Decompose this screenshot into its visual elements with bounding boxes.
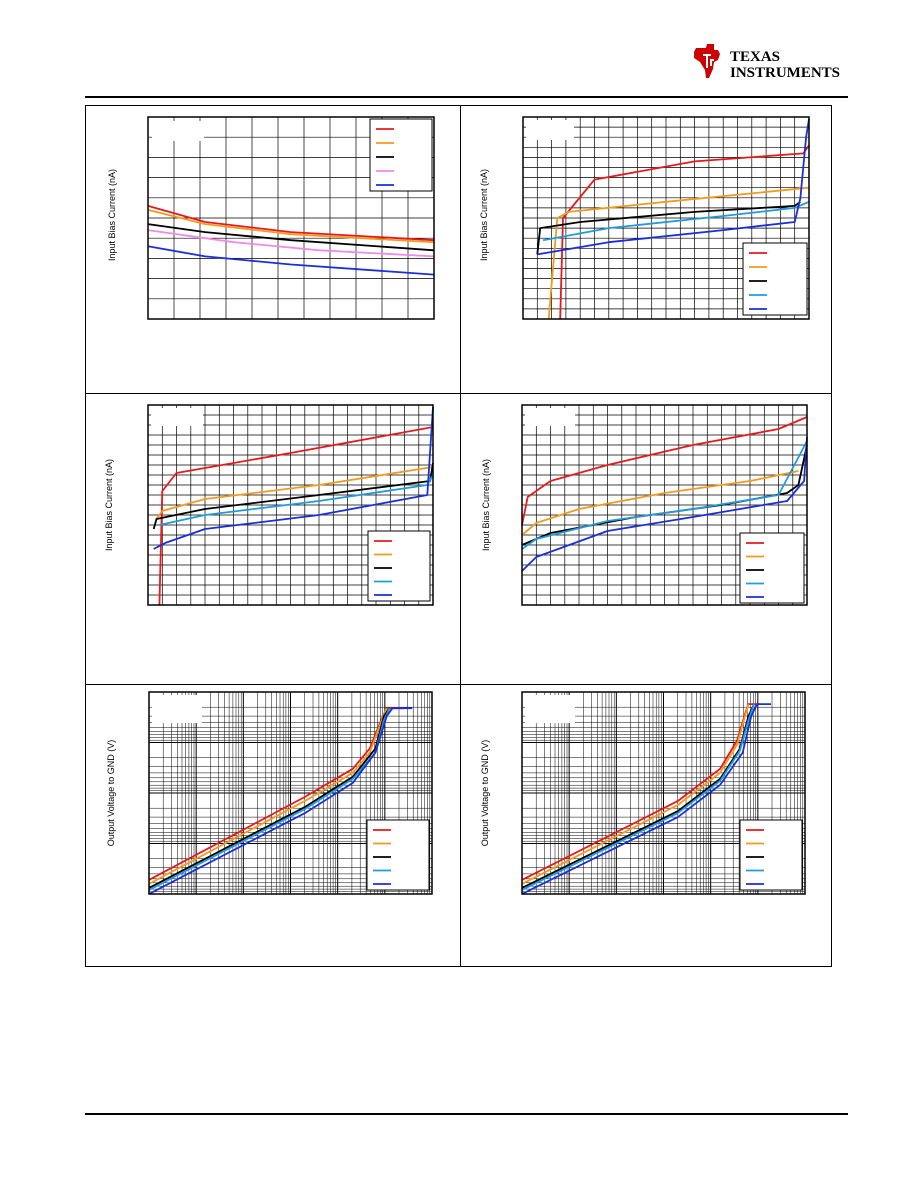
header-rule [85, 96, 848, 98]
series-line-lightblue [521, 440, 808, 550]
chart-grid [522, 405, 807, 605]
brand-name-line2: INSTRUMENTS [730, 65, 840, 81]
chart-1 [147, 116, 435, 320]
condition-box [526, 120, 574, 140]
chart2-ylabel: Input Bias Current (nA) [479, 168, 489, 262]
grid-divider-row1 [86, 393, 831, 394]
chart-legend [369, 118, 433, 192]
chart1-ylabel: Input Bias Current (nA) [107, 168, 117, 262]
condition-box [151, 408, 203, 426]
series-line-black [147, 223, 435, 252]
chart-legend [739, 532, 805, 604]
series-line-blue [537, 118, 810, 256]
series-line-blue [147, 245, 435, 276]
chart-2 [522, 116, 810, 320]
plot-border [521, 404, 808, 606]
condition-box [152, 695, 202, 723]
plot-border [147, 404, 434, 606]
series-line-red [521, 416, 808, 526]
series-line-red [158, 426, 434, 606]
series-line-blue [148, 707, 413, 895]
series-line-blue [521, 436, 808, 572]
plot-border [521, 691, 806, 895]
series-line-lightblue [521, 703, 755, 891]
footer-rule [85, 1113, 848, 1115]
series-line-black [521, 703, 755, 889]
chart-6 [521, 691, 806, 895]
chart-legend [366, 819, 430, 891]
plot-border [148, 691, 433, 895]
plot-border [522, 116, 810, 320]
series-line-red [147, 205, 435, 242]
condition-box [525, 695, 575, 723]
series-line-orange [521, 703, 750, 885]
series-line-lightblue [542, 200, 810, 242]
chart-4 [521, 404, 808, 606]
series-line-orange [155, 466, 434, 520]
chart4-ylabel: Input Bias Current (nA) [481, 458, 491, 552]
series-line-lightblue [148, 707, 391, 891]
ti-logo: TEXAS INSTRUMENTS [694, 44, 840, 81]
series-line-orange [521, 470, 799, 536]
chart3-ylabel: Input Bias Current (nA) [104, 458, 114, 552]
series-line-pink [147, 229, 435, 258]
plot-border [147, 116, 435, 320]
series-line-black [536, 201, 801, 255]
chart-5 [148, 691, 433, 895]
series-line-orange [147, 209, 435, 244]
condition-box [152, 121, 204, 141]
series-line-blue [153, 406, 434, 550]
grid-divider-vertical [460, 106, 461, 966]
series-line-black [148, 707, 391, 889]
series-line-red [521, 703, 760, 881]
figure-grid [85, 105, 832, 967]
brand-name-line1: TEXAS [730, 49, 780, 65]
chart5-ylabel: Output Voltage to GND (V) [106, 739, 116, 847]
series-line-blue [521, 703, 771, 895]
series-line-lightblue [159, 474, 434, 526]
chart-legend [367, 530, 431, 602]
chart-legend [742, 242, 808, 316]
condition-box [525, 408, 575, 426]
chart-3 [147, 404, 434, 606]
grid-divider-row2 [86, 684, 831, 685]
chart-legend [739, 819, 803, 891]
chart6-ylabel: Output Voltage to GND (V) [480, 739, 490, 847]
